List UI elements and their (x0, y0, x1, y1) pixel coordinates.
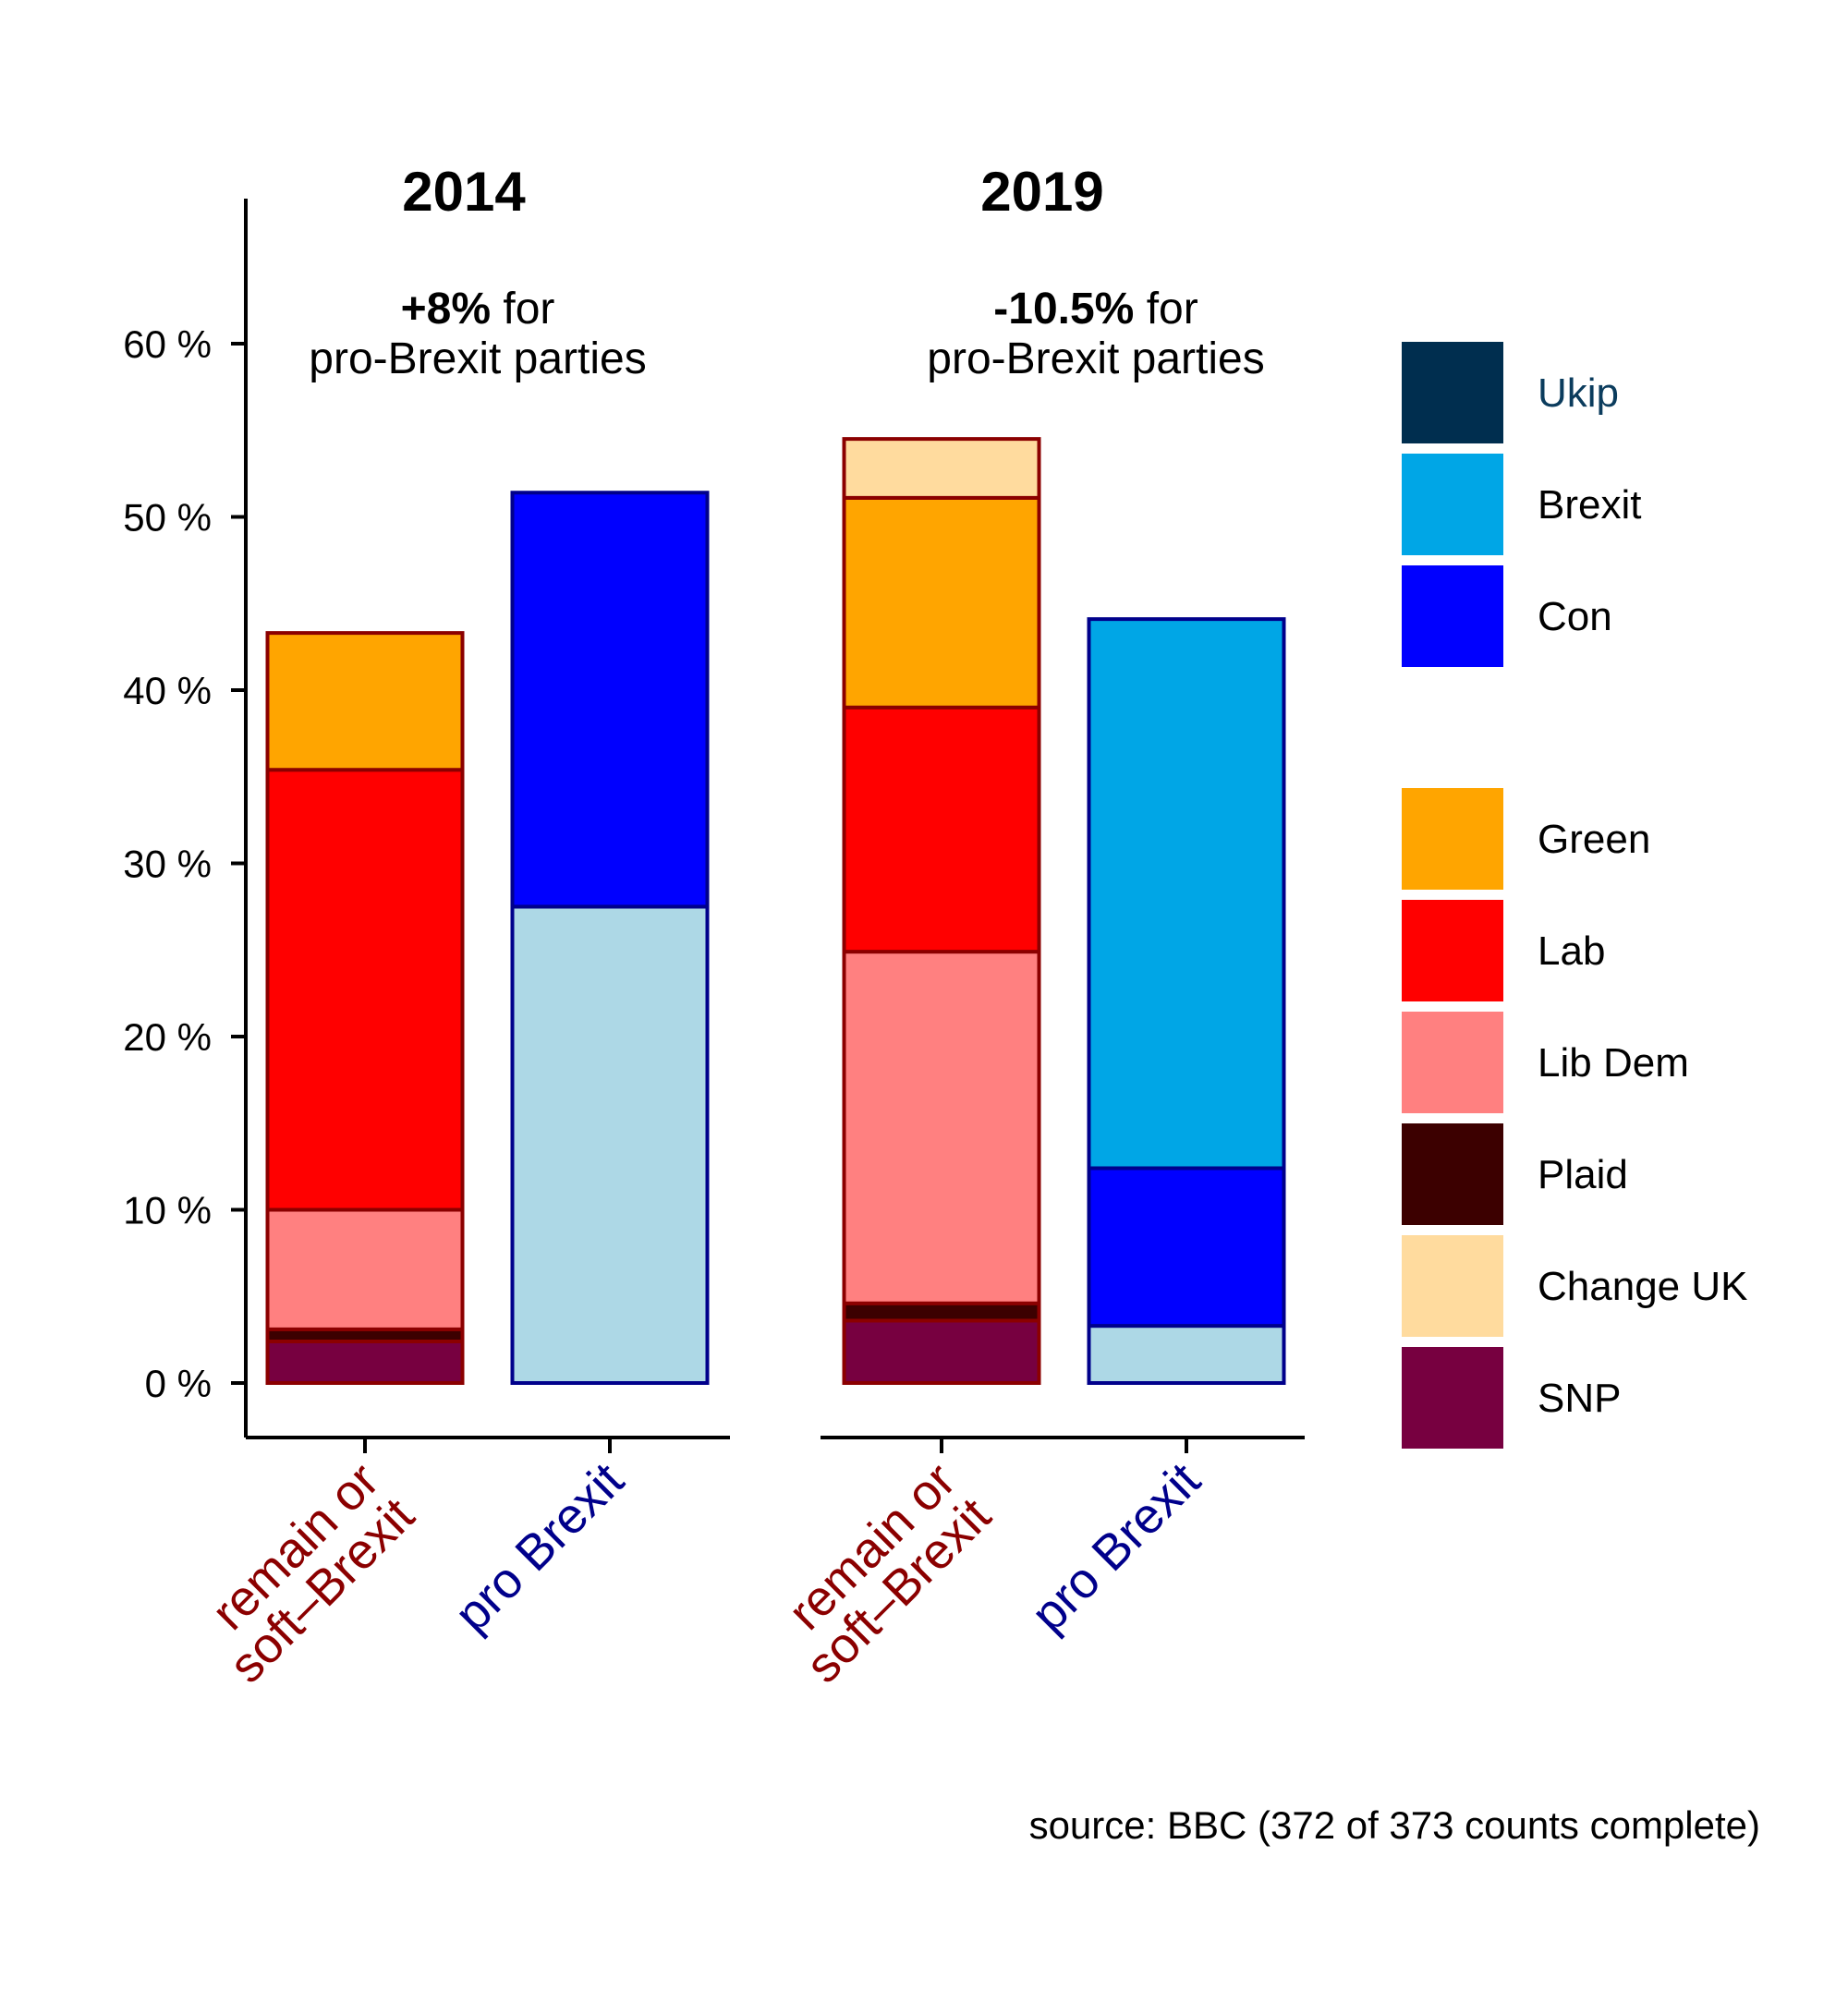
legend-label-con: Con (1538, 594, 1612, 639)
panel-annotation: -10.5% for (993, 285, 1198, 334)
annotation-text: for (1134, 285, 1198, 334)
legend-item-green: Green (1402, 788, 1650, 890)
annotation-text: for (491, 285, 554, 334)
legend-label-ukip: Ukip (1538, 370, 1619, 416)
x-category-label: pro Brexit (444, 1452, 635, 1643)
x-category-label: remain orsoft–Brexit (760, 1452, 1002, 1693)
y-tick-label: 20 % (123, 1015, 212, 1059)
bar-segment-plaid (842, 1301, 1041, 1323)
legend-label-brexit: Brexit (1538, 482, 1641, 528)
bar-segment-change-uk (842, 437, 1041, 500)
legend-item-ukip: Ukip (1402, 342, 1619, 443)
x-category-label-line: pro Brexit (1021, 1452, 1211, 1643)
legend-label-lib-dem: Lib Dem (1538, 1040, 1689, 1086)
legend-item-lab: Lab (1402, 900, 1605, 1001)
legend-item-con: Con (1402, 565, 1612, 667)
y-tick-label: 40 % (123, 669, 212, 712)
bar-segment-lib-dem (265, 1207, 465, 1331)
panel-annotation: +8% for (401, 285, 555, 334)
legend-item-lib-dem: Lib Dem (1402, 1012, 1689, 1113)
annotation-value: +8% (401, 285, 491, 334)
legend-remain: Green Lab Lib Dem Plaid Change UK SNP (1402, 788, 1747, 1449)
x-category-label: pro Brexit (1021, 1452, 1211, 1643)
y-tick-label: 60 % (123, 322, 212, 366)
panel-annotation-line2: pro-Brexit parties (927, 334, 1264, 383)
bar-segment-snp (265, 1340, 465, 1385)
bar-segment-lab (842, 705, 1041, 954)
y-tick-label: 30 % (123, 843, 212, 886)
panel-title: 2014 (402, 161, 526, 223)
bar-segment-lib-dem (842, 950, 1041, 1305)
bar-pro-brexit (510, 491, 710, 1385)
legend-swatch-plaid (1402, 1123, 1503, 1225)
bar-segment-brexit (1087, 617, 1286, 1171)
bar-segment-ukip (510, 904, 710, 1385)
legend-swatch-snp (1402, 1347, 1503, 1449)
legend-item-brexit: Brexit (1402, 454, 1641, 555)
legend-item-snp: SNP (1402, 1347, 1621, 1449)
legend-swatch-lab (1402, 900, 1503, 1001)
x-category-label-line: pro Brexit (444, 1452, 635, 1643)
bar-remain-or-soft-brexit (265, 631, 465, 1385)
legend-swatch-con (1402, 565, 1503, 667)
source-note: source: BBC (372 of 373 counts complete) (1029, 1803, 1760, 1847)
legend-pro-brexit: Ukip Brexit Con (1402, 342, 1641, 667)
x-category-label: remain orsoft–Brexit (184, 1452, 425, 1693)
legend-swatch-brexit (1402, 454, 1503, 555)
panel-title: 2019 (980, 161, 1103, 223)
y-tick-label: 50 % (123, 496, 212, 540)
y-tick-label: 0 % (145, 1362, 212, 1405)
axes: 0 % 10 % 20 % 30 % 40 % 50 % 60 % (123, 199, 248, 1438)
legend-label-green: Green (1538, 817, 1650, 862)
bar-segment-con (510, 491, 710, 909)
bar-segment-lab (265, 768, 465, 1212)
bar-pro-brexit (1087, 617, 1286, 1385)
bar-segment-snp (842, 1318, 1041, 1385)
bar-segment-ukip (1087, 1324, 1286, 1385)
bar-remain-or-soft-brexit (842, 437, 1041, 1385)
legend-item-change-uk: Change UK (1402, 1235, 1747, 1337)
annotation-value: -10.5% (993, 285, 1134, 334)
bar-segment-green (265, 631, 465, 772)
legend-swatch-change-uk (1402, 1235, 1503, 1337)
legend-swatch-lib-dem (1402, 1012, 1503, 1113)
legend-item-plaid: Plaid (1402, 1123, 1628, 1225)
legend: Ukip Brexit Con Green Lab Lib Dem Plaid Change … (1402, 342, 1747, 1449)
legend-label-plaid: Plaid (1538, 1152, 1628, 1197)
legend-swatch-green (1402, 788, 1503, 890)
legend-label-snp: SNP (1538, 1376, 1621, 1421)
legend-label-lab: Lab (1538, 928, 1605, 974)
legend-label-change-uk: Change UK (1538, 1264, 1747, 1309)
panel-annotation-line2: pro-Brexit parties (309, 334, 646, 383)
legend-swatch-ukip (1402, 342, 1503, 443)
y-tick-label: 10 % (123, 1189, 212, 1232)
bar-segment-green (842, 495, 1041, 710)
bar-segment-con (1087, 1166, 1286, 1329)
